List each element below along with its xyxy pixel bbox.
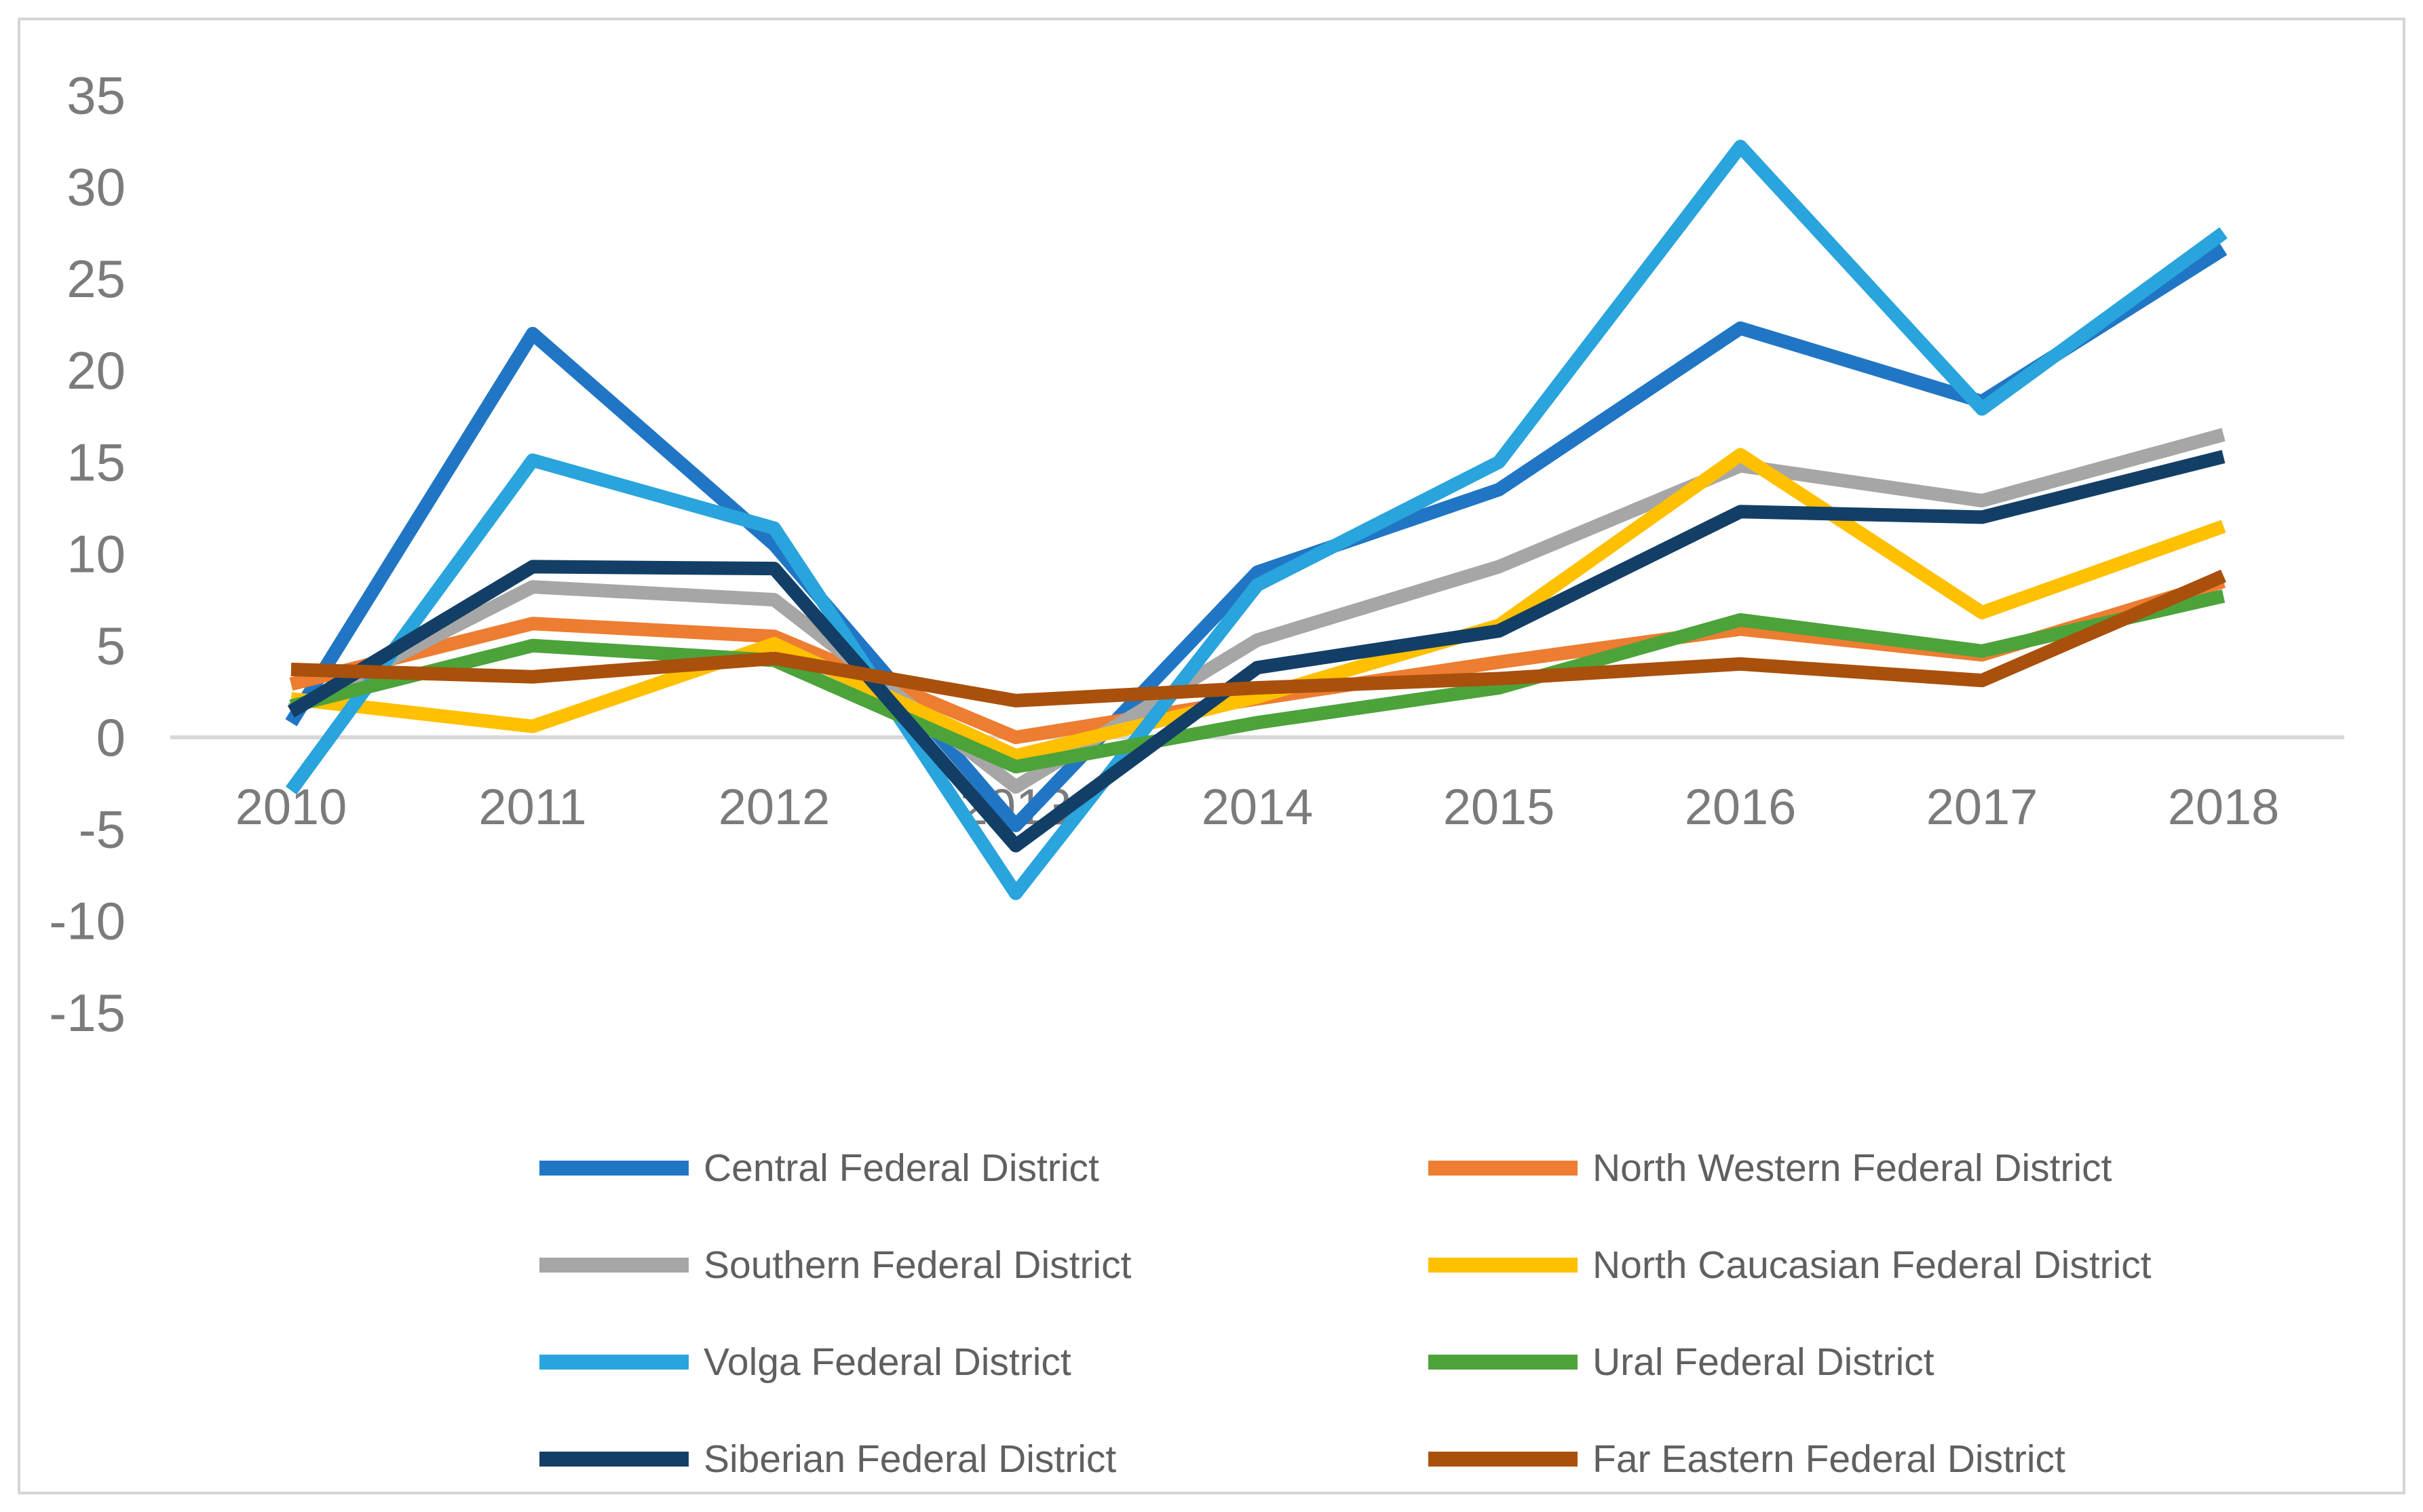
- y-axis-tick-label: 5: [96, 616, 126, 676]
- y-axis-tick-label: 15: [66, 432, 126, 492]
- series-line-central-federal-district: [285, 244, 2228, 832]
- series-line-far-eastern-federal-district: [290, 569, 2226, 707]
- x-axis-tick-label: 2015: [1443, 779, 1555, 835]
- legend-label-volga-federal-district: Volga Federal District: [704, 1340, 1071, 1384]
- series-line-volga-federal-district: [285, 139, 2228, 900]
- legend-label-north-western-federal-district: North Western Federal District: [1592, 1146, 2112, 1190]
- series-line-ural-federal-district: [289, 589, 2226, 774]
- legend-label-north-caucasian-federal-district: North Caucasian Federal District: [1592, 1243, 2152, 1287]
- x-axis-tick-label: 2012: [719, 779, 831, 835]
- y-axis-tick-label: -10: [49, 891, 126, 951]
- y-axis-tick-label: -5: [79, 799, 126, 859]
- y-axis-tick-label: 20: [66, 341, 126, 400]
- x-axis-tick-label: 2018: [2168, 779, 2280, 835]
- x-axis-tick-label: 2016: [1685, 779, 1797, 835]
- y-axis-tick-label: 35: [66, 65, 126, 125]
- y-axis-tick-label: -15: [49, 983, 126, 1043]
- legend-label-far-eastern-federal-district: Far Eastern Federal District: [1592, 1437, 2065, 1481]
- legend-label-central-federal-district: Central Federal District: [704, 1146, 1099, 1190]
- x-axis-tick-label: 2014: [1202, 779, 1314, 835]
- series-line-siberian-federal-district: [287, 450, 2226, 853]
- y-axis-tick-label: 25: [66, 249, 126, 309]
- series-line-southern-federal-district: [288, 428, 2226, 794]
- x-axis-tick-label: 2017: [1926, 779, 2038, 835]
- y-axis-tick-label: 30: [66, 157, 126, 217]
- legend-label-ural-federal-district: Ural Federal District: [1592, 1340, 1934, 1384]
- legend-label-siberian-federal-district: Siberian Federal District: [704, 1437, 1116, 1481]
- y-axis-tick-label: 0: [96, 707, 126, 767]
- x-axis-tick-label: 2011: [478, 779, 586, 835]
- legend-label-southern-federal-district: Southern Federal District: [704, 1243, 1132, 1287]
- chart-border: [18, 18, 2405, 1494]
- series-line-north-caucasian-federal-district: [290, 448, 2226, 763]
- y-axis-tick-label: 10: [66, 524, 126, 584]
